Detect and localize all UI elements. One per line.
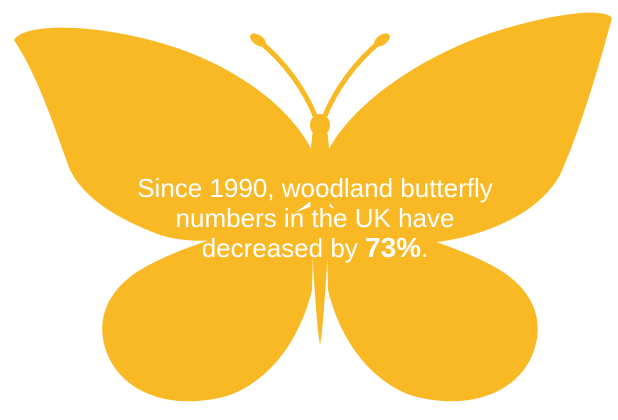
upper-right-wing [322, 12, 612, 243]
butterfly-shape [14, 12, 612, 402]
butterfly-body [310, 130, 330, 345]
left-antenna [255, 37, 319, 121]
statement-line-3-suffix: . [421, 233, 429, 263]
statement-line-2: numbers in the UK have [175, 203, 455, 233]
lower-right-wing [326, 205, 538, 402]
statement-line-1: Since 1990, woodland butterfly [137, 173, 493, 203]
statement-line-3-prefix: decreased by [201, 233, 366, 263]
decline-percentage: 73% [365, 232, 422, 263]
lower-left-wing [102, 205, 314, 402]
decline-statement: Since 1990, woodland butterfly numbers i… [80, 173, 550, 263]
right-antenna [321, 37, 385, 121]
right-antenna-tip [374, 33, 390, 47]
left-antenna-tip [250, 33, 266, 47]
upper-left-wing [14, 27, 318, 241]
